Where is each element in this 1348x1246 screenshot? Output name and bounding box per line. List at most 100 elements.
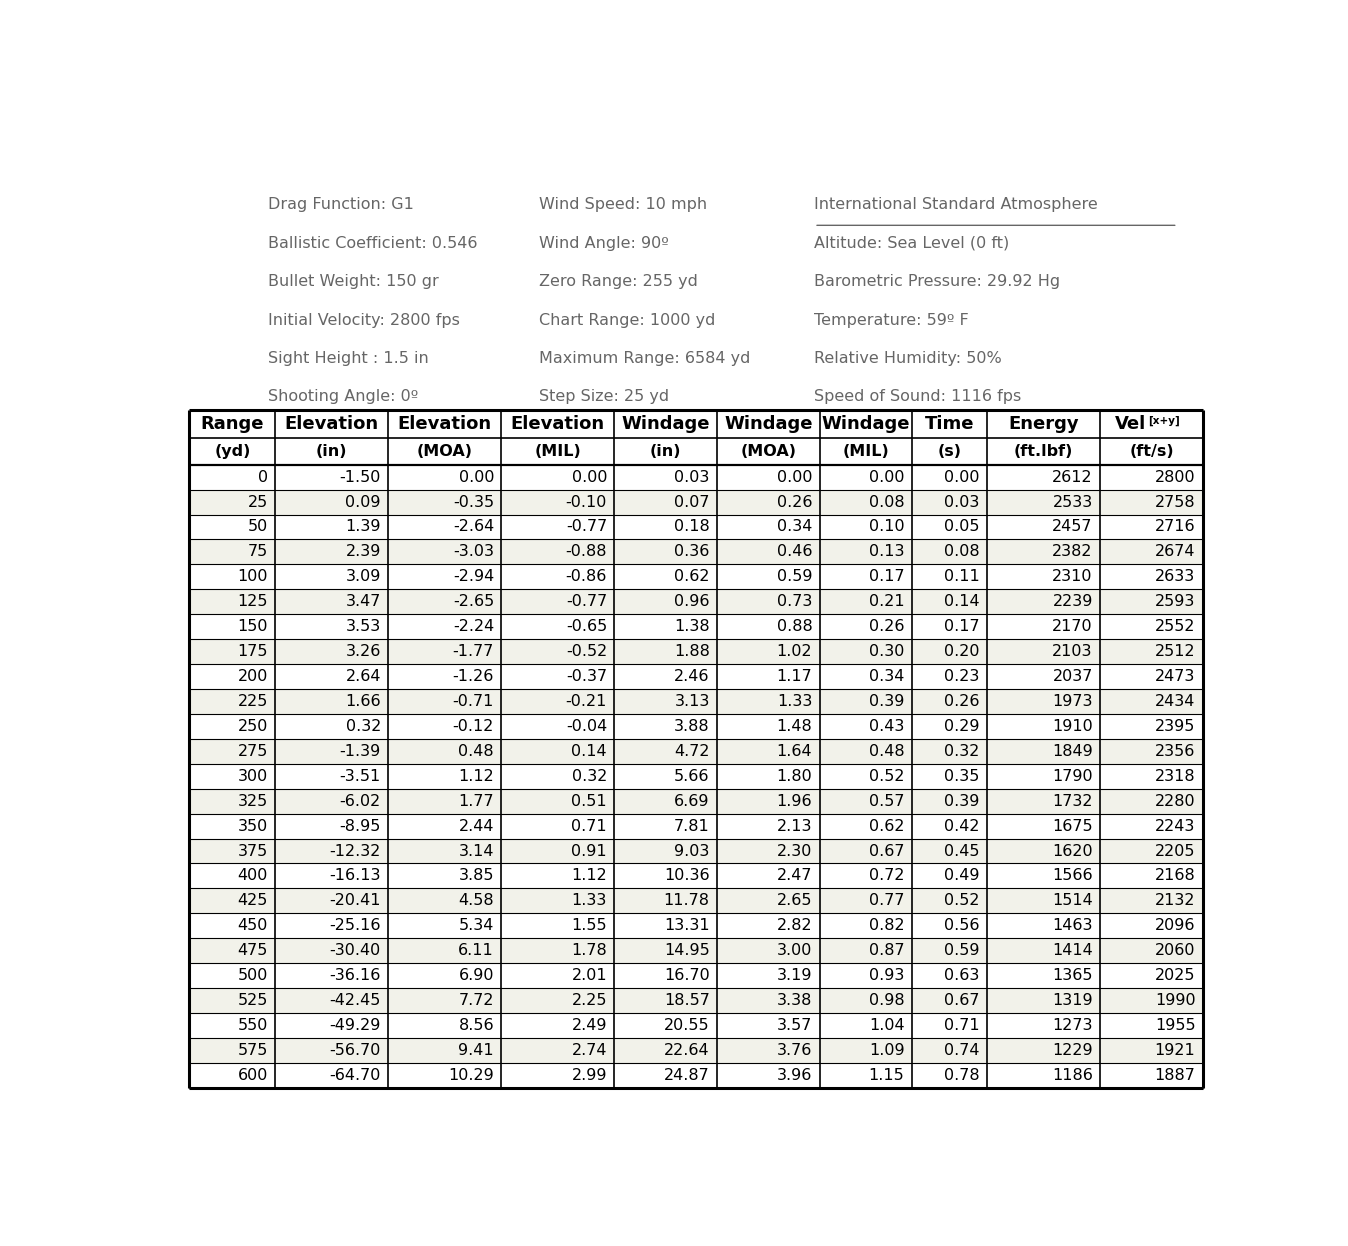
Text: 0.18: 0.18 xyxy=(674,520,709,535)
Text: 0.87: 0.87 xyxy=(869,943,905,958)
Text: 0.74: 0.74 xyxy=(945,1043,980,1058)
Text: Drag Function: G1: Drag Function: G1 xyxy=(268,197,414,213)
Text: 1.66: 1.66 xyxy=(345,694,381,709)
Text: 0.93: 0.93 xyxy=(869,968,905,983)
Text: 0.51: 0.51 xyxy=(572,794,607,809)
Text: Elevation: Elevation xyxy=(511,415,605,434)
Text: 3.38: 3.38 xyxy=(776,993,813,1008)
Bar xyxy=(189,1063,1202,1088)
Text: Temperature: 59º F: Temperature: 59º F xyxy=(814,313,969,328)
Text: 7.81: 7.81 xyxy=(674,819,709,834)
Text: 2103: 2103 xyxy=(1053,644,1093,659)
Text: 600: 600 xyxy=(237,1068,268,1083)
Text: 22.64: 22.64 xyxy=(665,1043,709,1058)
Text: 200: 200 xyxy=(237,669,268,684)
Text: 2037: 2037 xyxy=(1053,669,1093,684)
Text: 2473: 2473 xyxy=(1155,669,1196,684)
Text: 0.10: 0.10 xyxy=(869,520,905,535)
Bar xyxy=(189,540,1202,564)
Text: 1955: 1955 xyxy=(1155,1018,1196,1033)
Text: 1.39: 1.39 xyxy=(345,520,381,535)
Text: 300: 300 xyxy=(237,769,268,784)
Text: 7.72: 7.72 xyxy=(458,993,495,1008)
Text: 2318: 2318 xyxy=(1155,769,1196,784)
Text: 400: 400 xyxy=(237,868,268,883)
Bar xyxy=(189,465,1202,490)
Text: Windage: Windage xyxy=(821,415,910,434)
Text: 3.53: 3.53 xyxy=(345,619,381,634)
Text: 0.59: 0.59 xyxy=(776,569,813,584)
Text: International Standard Atmosphere: International Standard Atmosphere xyxy=(814,197,1097,213)
Text: Windage: Windage xyxy=(621,415,710,434)
Text: 3.85: 3.85 xyxy=(458,868,495,883)
Text: 1.78: 1.78 xyxy=(572,943,607,958)
Bar xyxy=(189,888,1202,913)
Text: (MIL): (MIL) xyxy=(535,444,581,459)
Text: 1365: 1365 xyxy=(1053,968,1093,983)
Text: 2356: 2356 xyxy=(1155,744,1196,759)
Text: (MIL): (MIL) xyxy=(842,444,890,459)
Text: 1887: 1887 xyxy=(1155,1068,1196,1083)
Text: Vel: Vel xyxy=(1115,415,1146,434)
Text: 0.67: 0.67 xyxy=(945,993,980,1008)
Text: -2.94: -2.94 xyxy=(453,569,495,584)
Text: -0.35: -0.35 xyxy=(453,495,495,510)
Text: Energy: Energy xyxy=(1008,415,1078,434)
Text: -1.39: -1.39 xyxy=(340,744,381,759)
Text: (in): (in) xyxy=(650,444,682,459)
Text: Maximum Range: 6584 yd: Maximum Range: 6584 yd xyxy=(539,351,751,366)
Text: 250: 250 xyxy=(237,719,268,734)
Text: (ft/s): (ft/s) xyxy=(1130,444,1174,459)
Text: -0.77: -0.77 xyxy=(566,594,607,609)
Text: 6.90: 6.90 xyxy=(458,968,495,983)
Text: -64.70: -64.70 xyxy=(330,1068,381,1083)
Text: 275: 275 xyxy=(237,744,268,759)
Text: 6.11: 6.11 xyxy=(458,943,495,958)
Text: 0.36: 0.36 xyxy=(674,545,709,559)
Text: 0.71: 0.71 xyxy=(572,819,607,834)
Text: 0.26: 0.26 xyxy=(945,694,980,709)
Text: 1849: 1849 xyxy=(1051,744,1093,759)
Text: Ballistic Coefficient: 0.546: Ballistic Coefficient: 0.546 xyxy=(268,235,477,250)
Text: 2205: 2205 xyxy=(1155,844,1196,858)
Text: 2132: 2132 xyxy=(1155,893,1196,908)
Text: 5.66: 5.66 xyxy=(674,769,709,784)
Text: 2.30: 2.30 xyxy=(776,844,813,858)
Bar xyxy=(189,988,1202,1013)
Text: 450: 450 xyxy=(237,918,268,933)
Bar xyxy=(189,564,1202,589)
Text: 0.46: 0.46 xyxy=(776,545,813,559)
Text: 2552: 2552 xyxy=(1155,619,1196,634)
Text: 2.13: 2.13 xyxy=(776,819,813,834)
Text: 1514: 1514 xyxy=(1051,893,1093,908)
Text: 0.48: 0.48 xyxy=(458,744,495,759)
Text: 350: 350 xyxy=(237,819,268,834)
Text: 0.17: 0.17 xyxy=(869,569,905,584)
Text: 0.35: 0.35 xyxy=(945,769,980,784)
Text: -8.95: -8.95 xyxy=(340,819,381,834)
Text: 2716: 2716 xyxy=(1155,520,1196,535)
Text: 1973: 1973 xyxy=(1053,694,1093,709)
Text: 4.72: 4.72 xyxy=(674,744,709,759)
Text: 18.57: 18.57 xyxy=(663,993,709,1008)
Text: 0.77: 0.77 xyxy=(869,893,905,908)
Text: 0.48: 0.48 xyxy=(869,744,905,759)
Text: 175: 175 xyxy=(237,644,268,659)
Text: Barometric Pressure: 29.92 Hg: Barometric Pressure: 29.92 Hg xyxy=(814,274,1061,289)
Text: 2.01: 2.01 xyxy=(572,968,607,983)
Text: 0.72: 0.72 xyxy=(869,868,905,883)
Text: 2025: 2025 xyxy=(1155,968,1196,983)
Bar xyxy=(189,714,1202,739)
Text: 75: 75 xyxy=(248,545,268,559)
Bar xyxy=(189,739,1202,764)
Text: 0.00: 0.00 xyxy=(945,470,980,485)
Text: 0.11: 0.11 xyxy=(944,569,980,584)
Text: Range: Range xyxy=(201,415,264,434)
Bar xyxy=(189,614,1202,639)
Text: Bullet Weight: 150 gr: Bullet Weight: 150 gr xyxy=(268,274,438,289)
Text: -0.77: -0.77 xyxy=(566,520,607,535)
Bar xyxy=(189,664,1202,689)
Text: 2512: 2512 xyxy=(1155,644,1196,659)
Text: 425: 425 xyxy=(237,893,268,908)
Text: 16.70: 16.70 xyxy=(665,968,709,983)
